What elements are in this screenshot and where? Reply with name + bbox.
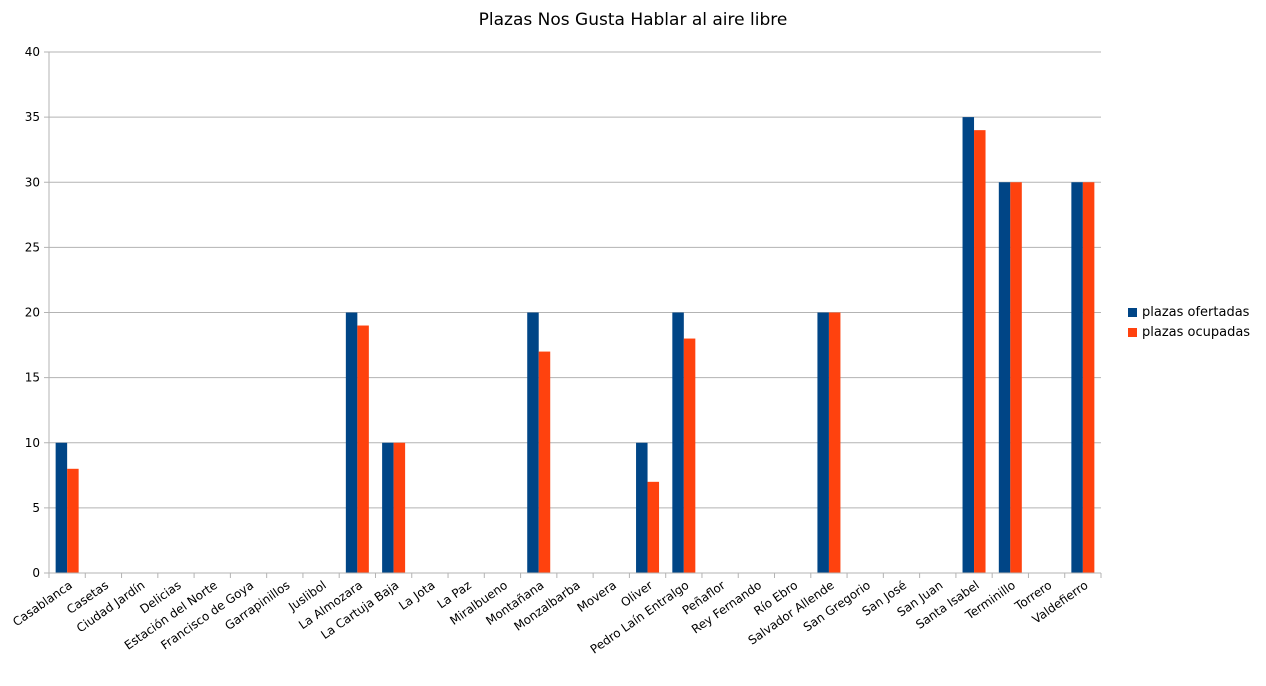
legend-item-ofertadas: plazas ofertadas [1128,302,1250,322]
bar-ocupadas [683,338,696,573]
bar-ofertadas [962,117,975,573]
bar-ocupadas [393,442,406,573]
bar-ofertadas [527,312,539,573]
bar-ocupadas [647,481,660,573]
bar-ofertadas [382,442,394,573]
legend-swatch-ofertadas [1128,307,1137,317]
chart-title: Plazas Nos Gusta Hablar al aire libre [478,10,788,30]
bar-ocupadas [357,325,369,573]
bar-ofertadas [1071,182,1083,573]
y-tick-label: 5 [32,501,40,515]
y-tick-label: 35 [25,110,40,124]
bar-ofertadas [345,312,358,573]
bar-ofertadas [55,442,68,573]
legend: plazas ofertadas plazas ocupadas [1128,302,1250,342]
bar-ocupadas [67,468,79,573]
bar-ofertadas [636,442,648,573]
bar-ocupadas [538,351,551,573]
legend-item-ocupadas: plazas ocupadas [1128,322,1250,342]
y-tick-label: 30 [25,175,40,189]
y-tick-label: 40 [25,45,40,59]
y-tick-label: 25 [25,240,40,254]
legend-label-ocupadas: plazas ocupadas [1142,324,1251,340]
bar-ocupadas [1082,182,1095,573]
bar-ocupadas [974,130,986,573]
y-tick-label: 20 [25,306,40,320]
y-tick-label: 10 [25,436,40,450]
legend-swatch-ocupadas [1128,327,1137,337]
x-tick-label: La Jota [396,578,437,613]
bar-ofertadas [817,312,829,573]
x-tick-label: Movera [575,578,619,615]
bar-ofertadas [998,182,1011,573]
bar-ocupadas [1010,182,1022,573]
bar-ofertadas [672,312,684,573]
bar-ocupadas [828,312,841,573]
y-tick-label: 15 [25,371,40,385]
y-tick-label: 0 [32,566,40,580]
legend-label-ofertadas: plazas ofertadas [1142,304,1250,320]
